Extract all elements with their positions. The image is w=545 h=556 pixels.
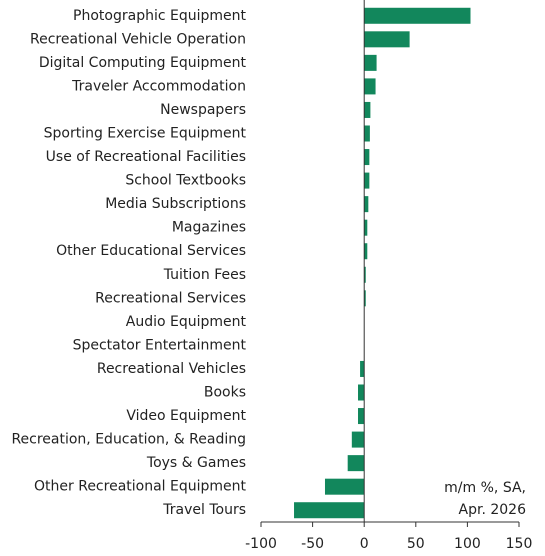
bar xyxy=(364,125,370,142)
x-tick-label: 100 xyxy=(454,536,481,552)
bar xyxy=(364,101,371,118)
x-tick-label: -50 xyxy=(301,536,324,552)
x-tick-label: 150 xyxy=(506,536,533,552)
y-tick-label: Sporting Exercise Equipment xyxy=(44,126,247,142)
y-tick-label: Traveler Accommodation xyxy=(71,78,246,94)
bar xyxy=(364,290,366,307)
y-tick-label: School Textbooks xyxy=(125,173,246,189)
y-tick-label: Other Educational Services xyxy=(56,243,246,259)
y-tick-label: Spectator Entertainment xyxy=(73,337,247,353)
bar xyxy=(364,266,366,283)
y-tick-label: Audio Equipment xyxy=(126,314,247,330)
x-tick-label: 0 xyxy=(360,536,369,552)
y-tick-label: Newspapers xyxy=(160,102,246,118)
bar xyxy=(347,455,365,472)
bar xyxy=(364,243,368,260)
bar xyxy=(364,149,370,166)
y-tick-label: Digital Computing Equipment xyxy=(39,55,247,71)
bar xyxy=(364,54,377,71)
y-tick-label: Recreation, Education, & Reading xyxy=(11,432,246,448)
y-tick-label: Video Equipment xyxy=(126,408,246,424)
y-tick-label: Use of Recreational Facilities xyxy=(46,149,246,165)
bar xyxy=(358,408,365,425)
y-tick-label: Toys & Games xyxy=(146,455,246,471)
bar xyxy=(324,478,365,495)
annotation: m/m %, SA, xyxy=(444,480,526,496)
bar xyxy=(364,219,368,236)
y-tick-label: Travel Tours xyxy=(162,502,246,518)
bar xyxy=(364,7,471,24)
y-tick-label: Tuition Fees xyxy=(163,267,246,283)
y-tick-label: Magazines xyxy=(172,220,246,236)
bar xyxy=(364,31,410,48)
x-tick-label: 50 xyxy=(407,536,425,552)
y-tick-label: Media Subscriptions xyxy=(105,196,246,212)
bar xyxy=(351,431,365,448)
annotation: Apr. 2026 xyxy=(459,502,527,518)
bar xyxy=(364,78,376,95)
y-tick-label: Photographic Equipment xyxy=(73,8,246,24)
y-tick-label: Other Recreational Equipment xyxy=(34,479,246,495)
bar xyxy=(360,360,365,377)
y-tick-label: Recreational Vehicles xyxy=(97,361,246,377)
y-tick-label: Recreational Services xyxy=(95,290,246,306)
bar xyxy=(364,172,370,189)
bar xyxy=(294,502,365,519)
y-tick-label: Books xyxy=(204,385,246,401)
y-tick-label: Recreational Vehicle Operation xyxy=(30,31,246,47)
bar xyxy=(364,196,369,213)
x-tick-label: -100 xyxy=(245,536,277,552)
bar xyxy=(358,384,365,401)
